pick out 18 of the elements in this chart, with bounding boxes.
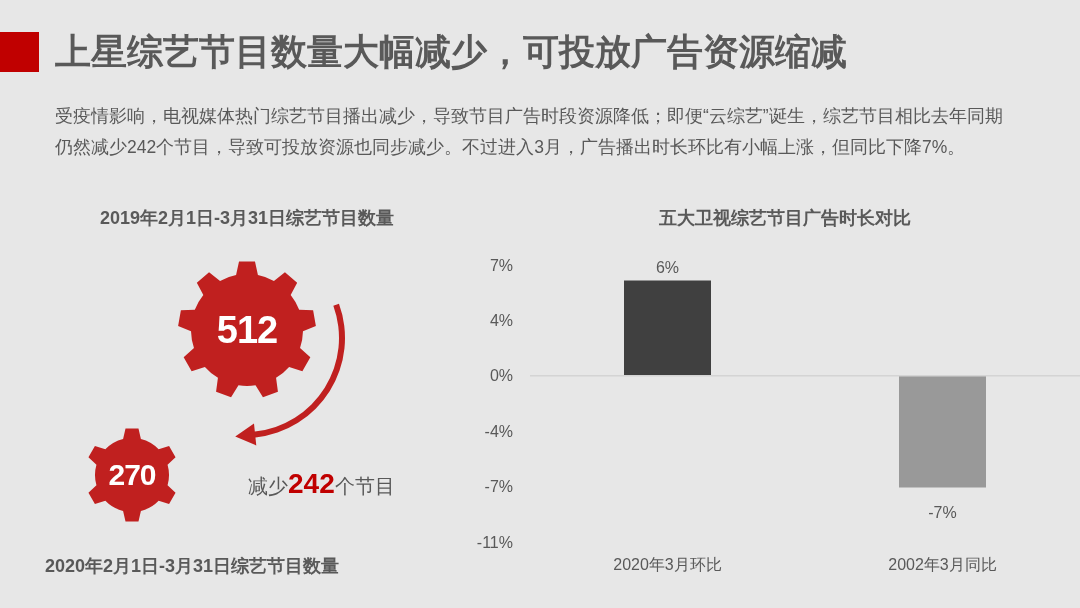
y-tick-label: 4% xyxy=(489,311,513,329)
x-tick-label: 2020年3月环比 xyxy=(613,556,722,574)
chart-title: 五大卫视综艺节目广告时长对比 xyxy=(659,208,911,228)
text: 受疫情影响，电视媒体热门综艺节目播出减少，导致节目广告时段资源降低；即便“云综艺”诞生，综艺节目相比去年同期仍然减少242个节目，导致可投放资源也同步减少。不过进入3月，广告播出时长环比有小幅上涨，但同比下降7%。 xyxy=(55,106,1003,157)
y-tick-label: 0% xyxy=(489,367,513,385)
data-label: -7% xyxy=(928,503,957,521)
data-label: 270 xyxy=(108,458,156,491)
data-label: 6% xyxy=(655,258,680,276)
y-tick-label: -11% xyxy=(476,533,513,551)
y-tick-label: -7% xyxy=(484,478,513,496)
category-label: 2020年2月1日-3月31日综艺节目数量 xyxy=(45,556,340,576)
x-tick-label: 2002年3月同比 xyxy=(888,556,997,574)
data-label: 512 xyxy=(216,309,278,351)
y-tick-label: 7% xyxy=(489,256,513,274)
text: 上星综艺节目数量大幅减少，可投放广告资源缩减 xyxy=(55,31,847,72)
category-label: 2019年2月1日-3月31日综艺节目数量 xyxy=(100,208,395,228)
y-tick-label: -4% xyxy=(484,422,513,440)
text: 减少242个节目 xyxy=(248,468,395,499)
